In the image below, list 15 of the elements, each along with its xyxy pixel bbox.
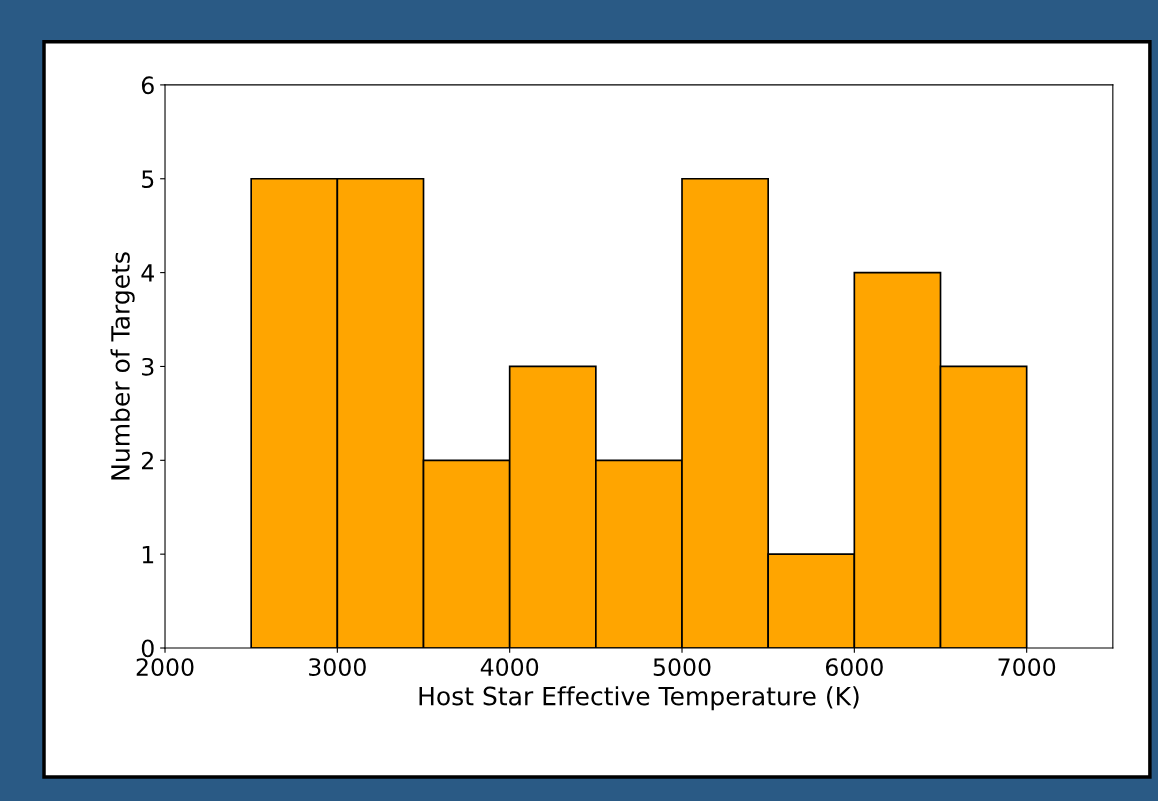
y-tick-label: 1	[142, 545, 154, 564]
x-tick-label: 6000	[825, 658, 883, 677]
x-axis-title: Host Star Effective Temperature (K)	[419, 686, 859, 711]
y-axis-title: Number of Targets	[110, 252, 135, 480]
x-tick-label: 4000	[480, 658, 539, 677]
y-tick-label: 4	[141, 264, 154, 282]
x-tick-label: 2000	[136, 658, 194, 677]
x-tick-label: 7000	[998, 658, 1056, 677]
y-tick-label: 2	[142, 451, 153, 470]
y-tick-label: 5	[142, 170, 154, 189]
y-tick-label: 6	[141, 76, 154, 95]
x-tick-label: 3000	[309, 658, 366, 677]
x-tick-label: 5000	[653, 658, 711, 677]
y-tick-label: 3	[142, 357, 154, 376]
y-tick-label: 0	[141, 639, 154, 658]
